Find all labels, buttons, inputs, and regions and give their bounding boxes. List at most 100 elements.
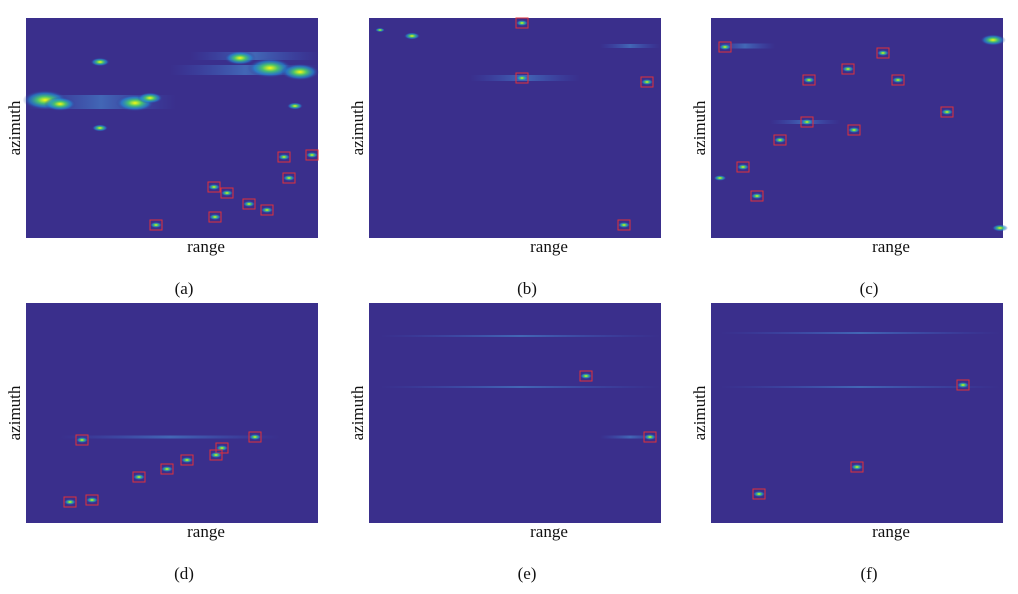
caption: (a): [175, 279, 194, 298]
target: [851, 464, 863, 470]
bright-spot: [90, 57, 110, 67]
caption: (f): [861, 564, 878, 583]
target: [306, 152, 318, 158]
y-axis-label: azimuth: [348, 100, 367, 155]
detection-box: [579, 370, 593, 382]
y-axis-label: azimuth: [690, 100, 709, 155]
detection-box: [277, 151, 291, 163]
detection-box: [891, 74, 905, 86]
detection-box: [220, 187, 234, 199]
target: [221, 190, 233, 196]
target: [957, 382, 969, 388]
detection-box: [132, 471, 146, 483]
detection-box: [242, 198, 256, 210]
bright-spot: [287, 102, 303, 110]
detection-box: [207, 181, 221, 193]
target: [751, 193, 763, 199]
detection-box: [63, 496, 77, 508]
panel: azimuth range (f): [690, 303, 1003, 583]
target: [181, 457, 193, 463]
bright-spot: [375, 27, 385, 33]
panel: azimuth range (c): [690, 18, 1008, 298]
detection-box: [282, 172, 296, 184]
target: [737, 164, 749, 170]
target: [644, 434, 656, 440]
streak: [170, 65, 320, 75]
target: [774, 137, 786, 143]
y-axis-label: azimuth: [690, 385, 709, 440]
target: [283, 175, 295, 181]
target: [842, 66, 854, 72]
bright-spot: [404, 32, 420, 40]
sar-image: [369, 18, 661, 238]
target: [278, 154, 290, 160]
sar-image: [26, 18, 318, 238]
detection-box: [802, 74, 816, 86]
sar-image: [711, 303, 1003, 523]
target: [210, 452, 222, 458]
target: [150, 222, 162, 228]
target: [249, 434, 261, 440]
bright-spot: [980, 34, 1006, 46]
detection-box: [305, 149, 319, 161]
x-axis-label: range: [187, 237, 225, 256]
target: [753, 491, 765, 497]
target: [209, 214, 221, 220]
streak: [720, 386, 1000, 388]
detection-box: [160, 463, 174, 475]
x-axis-label: range: [530, 522, 568, 541]
caption: (d): [174, 564, 194, 583]
target: [941, 109, 953, 115]
bright-spot: [44, 97, 76, 111]
detection-box: [876, 47, 890, 59]
detection-box: [643, 431, 657, 443]
caption: (c): [860, 279, 879, 298]
target: [161, 466, 173, 472]
detection-box: [260, 204, 274, 216]
detection-box: [752, 488, 766, 500]
target: [86, 497, 98, 503]
target: [76, 437, 88, 443]
detection-box: [248, 431, 262, 443]
bright-spot: [992, 224, 1008, 232]
bright-spot: [713, 175, 727, 181]
streak: [380, 386, 660, 388]
bright-spot: [92, 124, 108, 132]
x-axis-label: range: [872, 522, 910, 541]
bright-spot: [224, 51, 256, 65]
detection-box: [718, 41, 732, 53]
detection-box: [85, 494, 99, 506]
target: [243, 201, 255, 207]
caption: (b): [517, 279, 537, 298]
streak: [600, 44, 660, 48]
target: [208, 184, 220, 190]
panel: azimuth range (a): [5, 18, 320, 298]
target: [261, 207, 273, 213]
sar-image: [369, 303, 661, 523]
caption: (e): [518, 564, 537, 583]
detection-box: [940, 106, 954, 118]
detection-box: [736, 161, 750, 173]
streak: [600, 435, 660, 439]
bright-spot: [280, 63, 320, 81]
sar-image: [26, 303, 318, 523]
target: [516, 20, 528, 26]
target: [892, 77, 904, 83]
detection-box: [208, 211, 222, 223]
y-axis-label: azimuth: [5, 385, 24, 440]
detection-box: [841, 63, 855, 75]
target: [801, 119, 813, 125]
target: [877, 50, 889, 56]
detection-box: [515, 17, 529, 29]
target: [133, 474, 145, 480]
target: [803, 77, 815, 83]
detection-box: [180, 454, 194, 466]
detection-box: [750, 190, 764, 202]
streak: [380, 335, 660, 337]
x-axis-label: range: [530, 237, 568, 256]
detection-box: [617, 219, 631, 231]
x-axis-label: range: [187, 522, 225, 541]
detection-box: [640, 76, 654, 88]
target: [719, 44, 731, 50]
